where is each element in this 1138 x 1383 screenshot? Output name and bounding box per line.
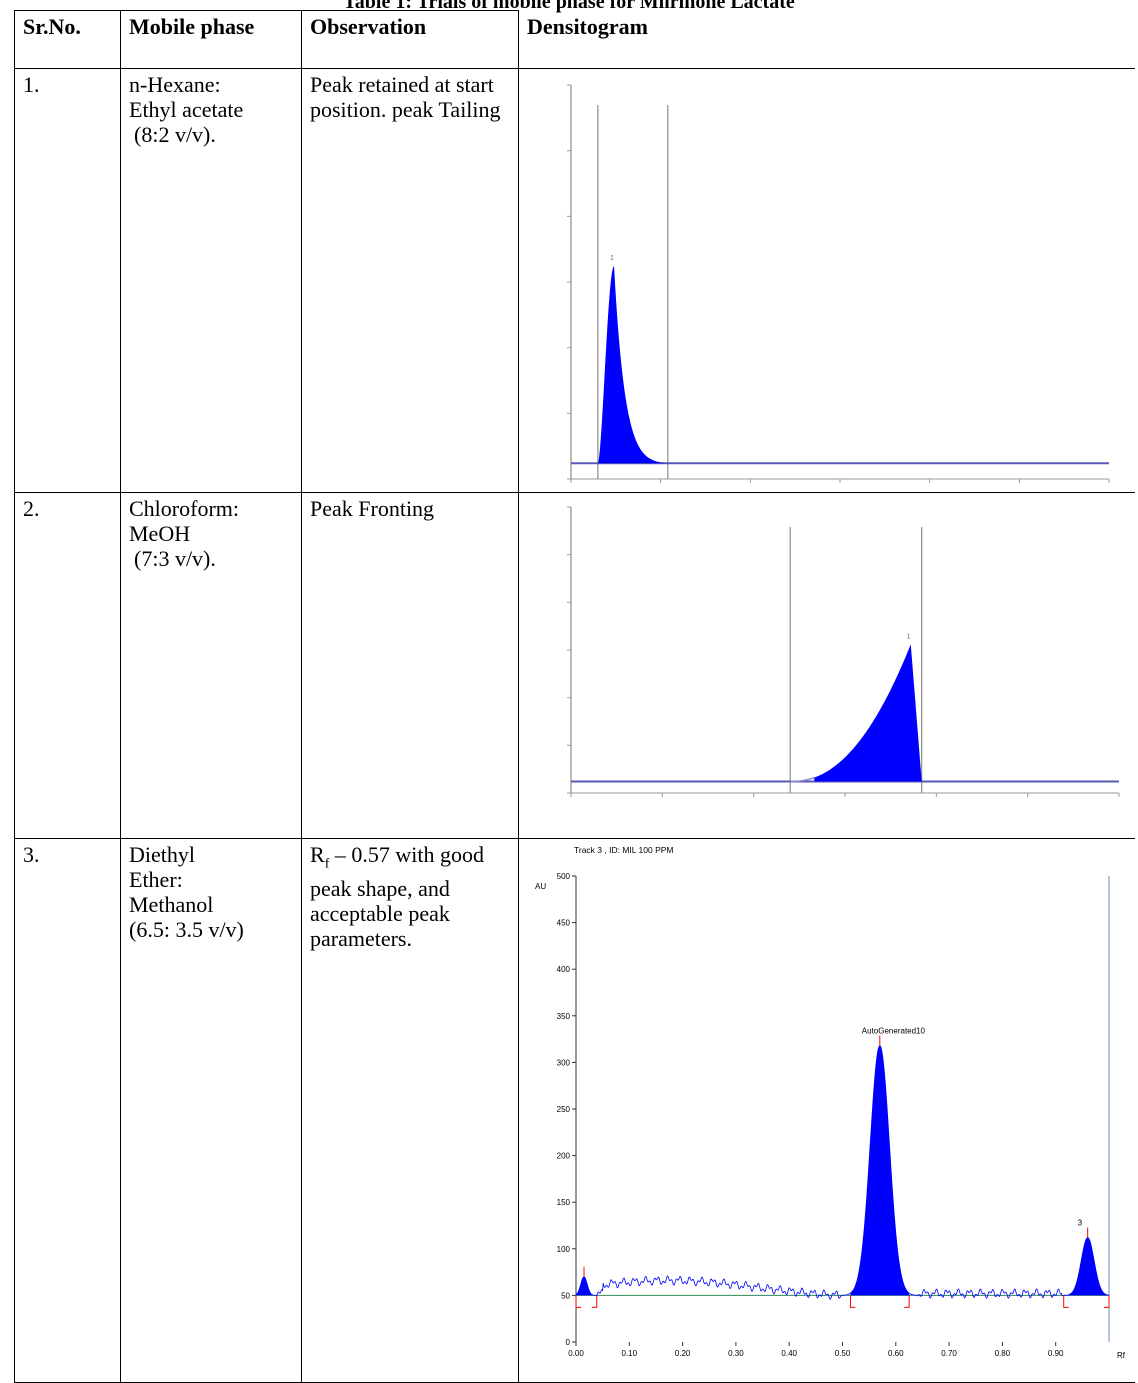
y-tick-label: 400 [557, 965, 571, 974]
table-row-1: 1. n-Hexane: Ethyl acetate (8:2 v/v). Pe… [14, 68, 1135, 493]
mobile-phase-line: Methanol [129, 892, 214, 917]
peak-area [814, 644, 922, 782]
mobile-phase-line: (7:3 v/v). [134, 546, 216, 571]
y-axis-label: AU [535, 882, 546, 891]
peak-label: AutoGenerated10 [862, 1027, 926, 1036]
signal-trace [575, 1045, 1110, 1301]
y-tick-label: 300 [557, 1058, 571, 1067]
peak-area [576, 1276, 597, 1296]
densitogram-1: 1 [567, 84, 1110, 483]
peak-label: 1 [907, 633, 911, 640]
cell-sr-3: 3. [14, 838, 121, 1383]
chart-title: Track 3 , ID: MIL 100 PPM [574, 845, 674, 855]
x-tick-label: 0.90 [1048, 1349, 1064, 1358]
cell-observation-1: Peak retained at start position. peak Ta… [301, 68, 519, 493]
mobile-phase-line: n-Hexane: [129, 72, 221, 97]
mobile-phase-line: MeOH [129, 521, 191, 546]
mobile-phase-line: Ether: [129, 867, 183, 892]
header-mobile-phase: Mobile phase [120, 10, 302, 69]
x-tick-label: 0.70 [941, 1349, 957, 1358]
header-observation: Observation [301, 10, 519, 69]
integration-bracket [849, 1295, 856, 1308]
y-tick-label: 500 [557, 872, 571, 881]
cell-mobile-phase-2: Chloroform: MeOH (7:3 v/v). [120, 492, 302, 839]
table-row-3: 3. Diethyl Ether: Methanol (6.5: 3.5 v/v… [14, 838, 1135, 1383]
y-tick-label: 250 [557, 1105, 571, 1114]
densitogram-3: Track 3 , ID: MIL 100 PPM AU Rf 0 50 100 150 20… [535, 845, 1126, 1360]
cell-sr-2: 2. [14, 492, 121, 839]
x-tick-label: 0.60 [888, 1349, 904, 1358]
y-tick-label: 450 [557, 919, 571, 928]
integration-bracket [1063, 1295, 1069, 1308]
peak-area [1063, 1237, 1109, 1296]
trials-table: Sr.No. Mobile phase Observation Densitog… [14, 10, 1135, 1383]
x-tick-label: 0.50 [835, 1349, 851, 1358]
y-tick-label: 50 [561, 1291, 570, 1300]
header-sr: Sr.No. [14, 10, 121, 69]
integration-bracket [591, 1295, 598, 1308]
rf-symbol: R [310, 842, 325, 867]
cell-mobile-phase-1: n-Hexane: Ethyl acetate (8:2 v/v). [120, 68, 302, 493]
cell-densitogram-3: Track 3 , ID: MIL 100 PPM AU Rf 0 50 100 150 20… [518, 838, 1135, 1383]
peak-label: 1 [610, 255, 614, 262]
y-tick-label: 200 [557, 1152, 571, 1161]
densitogram-2: 1 [567, 506, 1120, 797]
x-tick-label: 0.40 [781, 1349, 797, 1358]
x-tick-label: 0.30 [728, 1349, 744, 1358]
mobile-phase-line: (8:2 v/v). [134, 122, 216, 147]
x-tick-label: 0.20 [675, 1349, 691, 1358]
cell-densitogram-2: 1 [518, 492, 1135, 839]
header-densitogram: Densitogram [518, 10, 1135, 69]
cell-observation-2: Peak Fronting [301, 492, 519, 839]
x-tick-label: 0.00 [568, 1349, 584, 1358]
peak-area [597, 266, 668, 464]
peak-leading-line [790, 776, 815, 783]
mobile-phase-line: (6.5: 3.5 v/v) [129, 917, 244, 942]
cell-sr-1: 1. [14, 68, 121, 493]
integration-bracket [575, 1295, 581, 1308]
cell-mobile-phase-3: Diethyl Ether: Methanol (6.5: 3.5 v/v) [120, 838, 302, 1383]
y-tick-label: 150 [557, 1198, 571, 1207]
y-tick-label: 0 [566, 1338, 571, 1347]
cell-observation-3: Rf – 0.57 with good peak shape, and acce… [301, 838, 519, 1383]
x-tick-label: 0.80 [995, 1349, 1011, 1358]
mobile-phase-line: Ethyl acetate [129, 97, 244, 122]
mobile-phase-line: Chloroform: [129, 496, 239, 521]
x-tick-label: 0.10 [622, 1349, 638, 1358]
peak-area [850, 1045, 910, 1296]
rf-subscript: f [324, 856, 330, 872]
x-axis-label: Rf [1117, 1351, 1126, 1360]
header-row: Sr.No. Mobile phase Observation Densitog… [14, 10, 1135, 69]
table-caption: Table 1: Trials of mobile phase for Milr… [343, 0, 795, 13]
mobile-phase-line: Diethyl [129, 842, 195, 867]
integration-bracket [1104, 1295, 1110, 1308]
y-tick-label: 100 [557, 1245, 571, 1254]
y-tick-label: 350 [557, 1012, 571, 1021]
integration-bracket [904, 1295, 910, 1308]
observation-text: – 0.57 with good peak shape, and accepta… [310, 842, 484, 952]
cell-densitogram-1: 1 [518, 68, 1135, 493]
peak-label: 3 [1078, 1219, 1083, 1228]
table-row-2: 2. Chloroform: MeOH (7:3 v/v). Peak Fron… [14, 492, 1135, 839]
